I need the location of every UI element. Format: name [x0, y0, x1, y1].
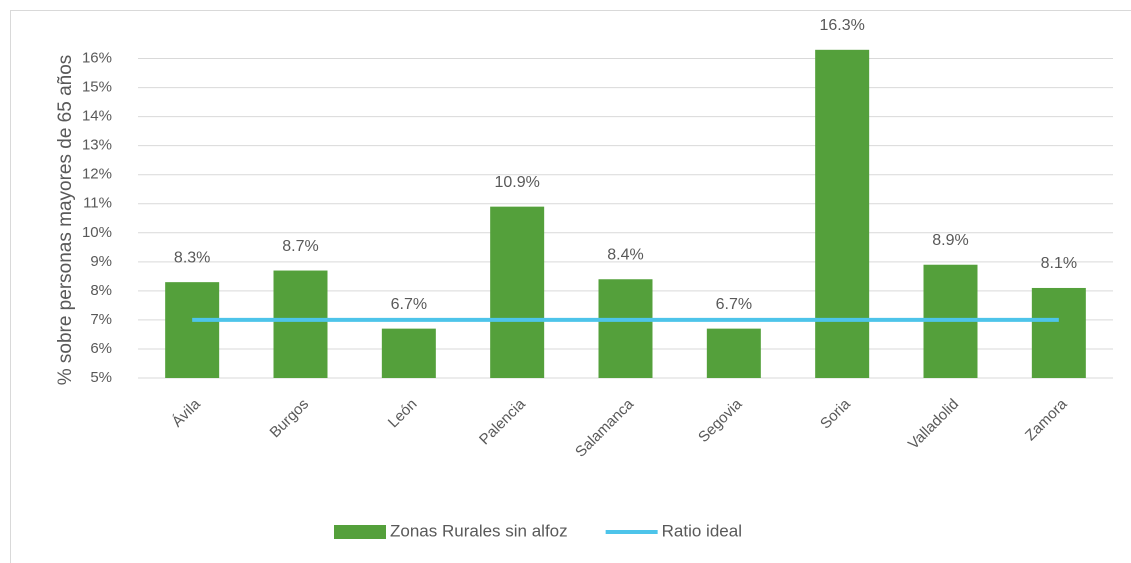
data-label: 6.7%	[716, 296, 752, 313]
chart-frame	[10, 10, 1131, 563]
y-tick-label: 12%	[82, 166, 112, 183]
y-tick-label: 7%	[90, 311, 112, 328]
x-tick-label: Palencia	[476, 395, 529, 448]
data-label: 8.3%	[174, 249, 210, 266]
y-tick-label: 6%	[90, 340, 112, 357]
y-tick-label: 13%	[82, 137, 112, 154]
y-tick-label: 14%	[82, 108, 112, 125]
data-label: 16.3%	[819, 17, 864, 34]
x-tick-label: Soria	[817, 395, 854, 432]
x-tick-label: Salamanca	[572, 395, 638, 461]
y-tick-label: 5%	[90, 369, 112, 386]
y-tick-label: 10%	[82, 224, 112, 241]
y-axis-title: % sobre personas mayores de 65 años	[55, 55, 76, 386]
legend-label: Zonas Rurales sin alfoz	[390, 521, 568, 540]
y-tick-label: 9%	[90, 253, 112, 270]
x-tick-label: León	[385, 396, 421, 432]
bar	[1031, 287, 1086, 378]
y-tick-label: 16%	[82, 49, 112, 66]
y-tick-label: 8%	[90, 282, 112, 299]
bar	[490, 206, 545, 378]
x-tick-label: Valladolid	[905, 396, 962, 453]
y-tick-label: 11%	[83, 195, 112, 212]
legend-label: Ratio ideal	[662, 521, 742, 540]
x-tick-label: Zamora	[1022, 395, 1071, 444]
data-label: 8.4%	[607, 246, 643, 263]
data-label: 8.1%	[1041, 255, 1077, 272]
data-label: 8.7%	[282, 238, 318, 255]
y-tick-label: 15%	[82, 79, 112, 96]
bar	[815, 49, 870, 379]
bar	[598, 279, 653, 378]
data-label: 10.9%	[494, 174, 539, 191]
x-tick-label: Burgos	[267, 396, 313, 442]
bar	[706, 328, 761, 378]
x-tick-label: Ávila	[169, 395, 204, 430]
bar	[381, 328, 436, 378]
data-label: 6.7%	[391, 296, 427, 313]
data-label: 8.9%	[932, 232, 968, 249]
x-tick-label: Segovia	[695, 395, 746, 446]
legend-swatch	[334, 525, 386, 539]
bar	[273, 270, 328, 378]
bar	[165, 282, 220, 378]
